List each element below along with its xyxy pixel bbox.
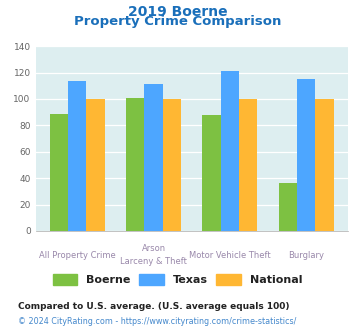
Bar [163, 99, 181, 231]
Bar [221, 71, 239, 231]
Text: 2019 Boerne: 2019 Boerne [128, 5, 227, 19]
Bar [202, 115, 221, 231]
Text: Burglary: Burglary [288, 251, 324, 260]
Text: All Property Crime: All Property Crime [39, 251, 116, 260]
Text: Arson: Arson [141, 244, 165, 253]
Bar [144, 84, 163, 231]
Legend: Boerne, Texas, National: Boerne, Texas, National [48, 270, 307, 290]
Text: Larceny & Theft: Larceny & Theft [120, 257, 187, 266]
Bar [315, 99, 334, 231]
Bar [126, 98, 144, 231]
Bar [86, 99, 105, 231]
Bar [68, 81, 86, 231]
Bar [297, 79, 315, 231]
Bar [239, 99, 257, 231]
Text: Motor Vehicle Theft: Motor Vehicle Theft [189, 251, 271, 260]
Text: Property Crime Comparison: Property Crime Comparison [74, 15, 281, 28]
Bar [50, 114, 68, 231]
Bar [279, 183, 297, 231]
Text: © 2024 CityRating.com - https://www.cityrating.com/crime-statistics/: © 2024 CityRating.com - https://www.city… [18, 317, 296, 326]
Text: Compared to U.S. average. (U.S. average equals 100): Compared to U.S. average. (U.S. average … [18, 302, 289, 311]
